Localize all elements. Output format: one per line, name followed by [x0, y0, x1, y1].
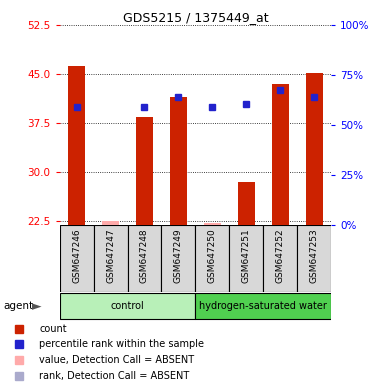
Bar [238, 182, 255, 225]
Text: ►: ► [32, 300, 42, 313]
Text: GSM647248: GSM647248 [140, 228, 149, 283]
Text: GSM647247: GSM647247 [106, 228, 115, 283]
Text: control: control [110, 301, 144, 311]
Bar [102, 221, 119, 225]
Bar [127, 225, 161, 292]
Bar [161, 225, 195, 292]
Text: GSM647249: GSM647249 [174, 228, 183, 283]
Text: GSM647253: GSM647253 [310, 228, 319, 283]
Text: agent: agent [4, 301, 34, 311]
Text: percentile rank within the sample: percentile rank within the sample [39, 339, 204, 349]
Bar [68, 66, 85, 225]
Text: hydrogen-saturated water: hydrogen-saturated water [199, 301, 327, 311]
Bar [297, 225, 331, 292]
Bar [60, 293, 195, 319]
Bar [60, 225, 94, 292]
Text: GSM647246: GSM647246 [72, 228, 81, 283]
Bar [195, 293, 331, 319]
Bar [229, 225, 263, 292]
Bar [272, 84, 289, 225]
Text: count: count [39, 324, 67, 334]
Bar [263, 225, 297, 292]
Text: rank, Detection Call = ABSENT: rank, Detection Call = ABSENT [39, 371, 189, 381]
Bar [204, 223, 221, 225]
Text: GSM647251: GSM647251 [242, 228, 251, 283]
Title: GDS5215 / 1375449_at: GDS5215 / 1375449_at [122, 11, 268, 24]
Text: GSM647252: GSM647252 [276, 228, 285, 283]
Text: GSM647250: GSM647250 [208, 228, 217, 283]
Bar [94, 225, 127, 292]
Text: value, Detection Call = ABSENT: value, Detection Call = ABSENT [39, 355, 194, 365]
Bar [195, 225, 229, 292]
Bar [170, 97, 187, 225]
Bar [136, 117, 153, 225]
Bar [306, 73, 323, 225]
